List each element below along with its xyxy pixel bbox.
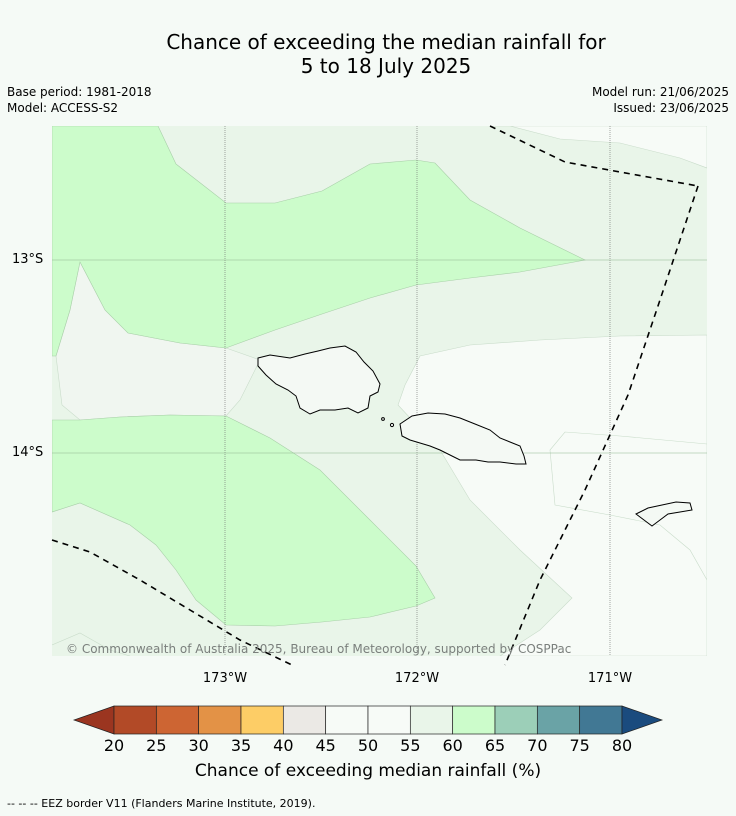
region-edge-bottom bbox=[52, 632, 131, 656]
graticule bbox=[52, 126, 707, 656]
model-run: Model run: 21/06/2025 bbox=[591, 85, 729, 99]
colorbar-segment-40-45 bbox=[282, 705, 327, 735]
lat-label-14s: 14°S bbox=[12, 445, 44, 460]
tutuila-island-outline bbox=[635, 501, 693, 527]
region-50-55-top bbox=[490, 126, 707, 169]
meta-left: Base period: 1981-2018 Model: ACCESS-S2 bbox=[7, 84, 152, 116]
colorbar-label: Chance of exceeding median rainfall (%) bbox=[194, 761, 542, 781]
eez-border-east bbox=[504, 185, 699, 666]
map-title: Chance of exceeding the median rainfall … bbox=[0, 30, 736, 78]
eez-border-north bbox=[489, 125, 699, 187]
colorbar-segment-45-50 bbox=[325, 705, 369, 735]
title-line-2: 5 to 18 July 2025 bbox=[300, 54, 472, 78]
colorbar-tick-70: 70 bbox=[527, 736, 548, 755]
colorbar-tick-50: 50 bbox=[357, 736, 379, 755]
colorbar-tick-80: 80 bbox=[611, 736, 633, 755]
model-name: Model: ACCESS-S2 bbox=[7, 101, 119, 115]
colorbar-segment-35-40 bbox=[240, 705, 284, 735]
islet-1 bbox=[381, 417, 385, 421]
copyright-notice: © Commonwealth of Australia 2025, Bureau… bbox=[66, 642, 572, 656]
eez-borders bbox=[51, 125, 699, 666]
colorbar-tick-30: 30 bbox=[188, 736, 209, 755]
title-line-1: Chance of exceeding the median rainfall … bbox=[166, 30, 606, 54]
lon-label-171w: 171°W bbox=[587, 671, 633, 686]
eez-footnote: -- -- -- EEZ border V11 (Flanders Marine… bbox=[7, 797, 316, 810]
lat-label-13s: 13°S bbox=[12, 252, 44, 267]
rainfall-probability-field bbox=[52, 126, 707, 656]
colorbar-tick-35: 35 bbox=[230, 736, 252, 755]
colorbar-tick-45: 45 bbox=[315, 736, 336, 755]
colorbar-tick-20: 20 bbox=[103, 736, 125, 755]
colorbar-segment-50-55 bbox=[367, 705, 411, 735]
colorbar-segment-30-35 bbox=[198, 705, 242, 735]
colorbar-segment-20-25 bbox=[113, 705, 157, 735]
colorbar-segment-25-30 bbox=[155, 705, 200, 735]
lon-label-173w: 173°W bbox=[202, 671, 248, 686]
colorbar-tick-labels: 20 25 30 35 40 45 50 55 60 65 70 75 80 bbox=[0, 736, 736, 756]
colorbar-low-arrow bbox=[72, 705, 115, 735]
colorbar-tick-55: 55 bbox=[400, 736, 421, 755]
upolu-island-outline bbox=[399, 412, 527, 465]
land-outlines bbox=[257, 345, 693, 527]
colorbar bbox=[72, 705, 664, 735]
colorbar-segment-75-80 bbox=[579, 705, 623, 735]
colorbar-tick-25: 25 bbox=[146, 736, 167, 755]
colorbar-segment-55-60 bbox=[409, 705, 454, 735]
base-period: Base period: 1981-2018 bbox=[7, 85, 152, 99]
colorbar-high-arrow bbox=[621, 705, 664, 735]
colorbar-segment-65-70 bbox=[494, 705, 538, 735]
region-50-55-se-lobe bbox=[549, 431, 707, 581]
colorbar-segment-70-75 bbox=[536, 705, 581, 735]
eez-border-southwest bbox=[51, 539, 293, 666]
region-60-65-top bbox=[52, 126, 586, 357]
colorbar-tick-75: 75 bbox=[569, 736, 590, 755]
islet-2 bbox=[389, 422, 395, 428]
meta-right: Model run: 21/06/2025 Issued: 23/06/2025 bbox=[592, 84, 729, 116]
savaii-island-outline bbox=[257, 345, 381, 415]
colorbar-segment-60-65 bbox=[452, 705, 496, 735]
lon-label-172w: 172°W bbox=[394, 671, 440, 686]
colorbar-tick-60: 60 bbox=[442, 736, 463, 755]
colorbar-tick-65: 65 bbox=[484, 736, 506, 755]
colorbar-tick-40: 40 bbox=[273, 736, 294, 755]
issued-date: Issued: 23/06/2025 bbox=[613, 101, 729, 115]
region-60-65-bottom bbox=[52, 414, 436, 627]
